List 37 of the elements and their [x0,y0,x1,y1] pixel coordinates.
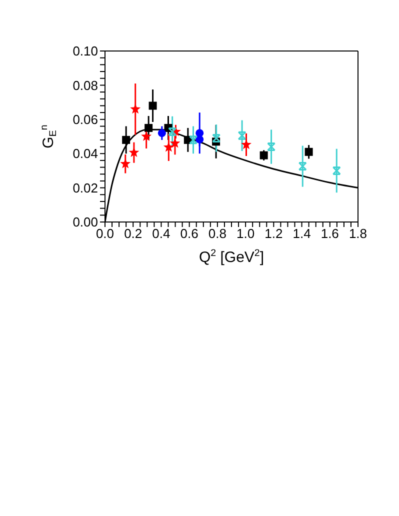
x-tick-label: 1.4 [292,226,311,242]
x-tick-label: 0.6 [180,226,198,242]
x-tick-label: 0.4 [152,226,170,242]
y-tick-label: 0.02 [72,180,98,196]
point [332,166,341,175]
x-tick-label: 1.6 [320,226,339,242]
point [144,124,153,132]
y-tick-label: 0.06 [72,112,98,128]
x-tick-label: 1.0 [236,226,255,242]
point [158,129,166,138]
point [298,162,307,171]
point [148,102,157,110]
x-tick-label: 1.2 [264,226,283,242]
point [120,158,131,168]
y-tick-label: 0.00 [72,214,98,230]
point [141,131,152,141]
point [267,142,276,152]
y-tick-label: 0.10 [72,44,98,59]
point [130,104,141,114]
x-tick-label: 0.2 [124,226,142,242]
point [304,148,313,156]
x-axis-title: Q$^{2}$ [GeV$^{2}$] [198,248,264,266]
point [122,136,130,144]
point [260,151,268,160]
point [163,142,174,152]
point [196,135,204,144]
point [238,131,246,140]
point [168,127,177,136]
point [128,147,140,158]
point [170,138,180,148]
point [212,134,221,142]
x-tick-label: 1.8 [348,226,368,242]
y-tick-label: 0.04 [72,146,98,162]
y-tick-label: 0.08 [72,78,98,93]
x-tick-label: 0.8 [208,226,226,242]
point [189,136,198,144]
x-tick-label: 0.0 [96,226,114,242]
